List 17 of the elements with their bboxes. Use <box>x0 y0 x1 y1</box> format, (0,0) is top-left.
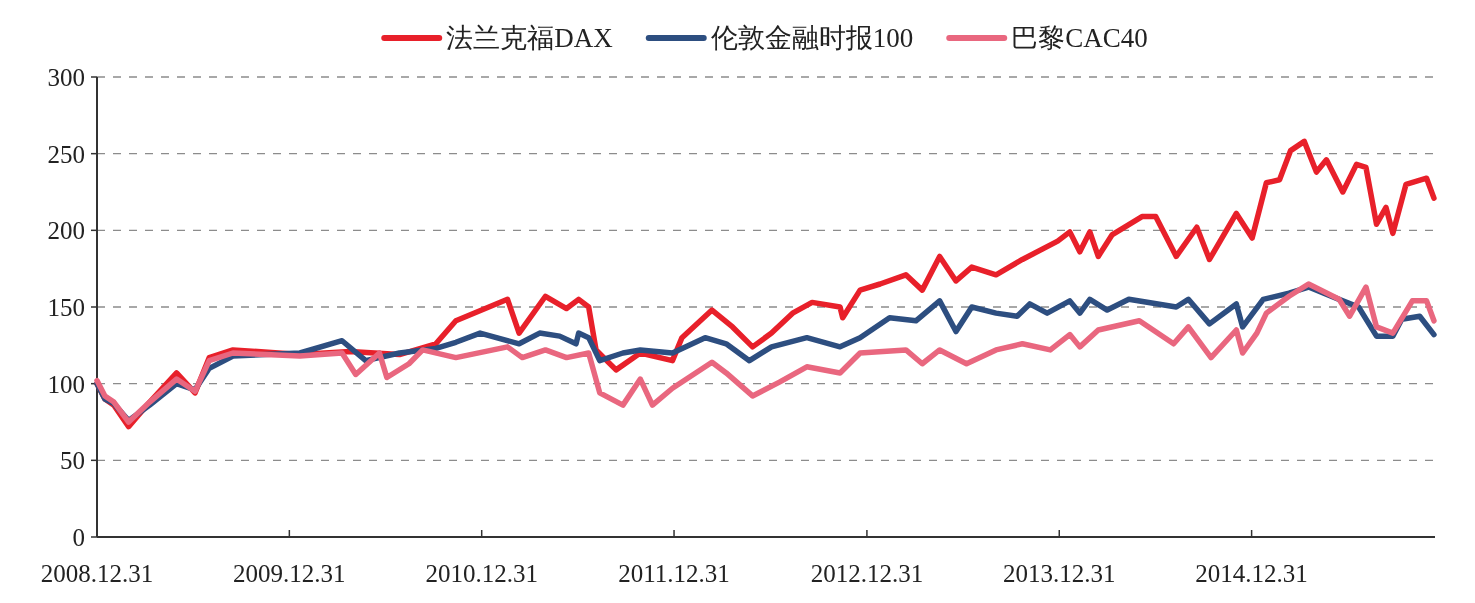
legend-label: 巴黎CAC40 <box>1011 23 1148 53</box>
y-tick-label: 100 <box>47 370 85 398</box>
x-tick-label: 2009.12.31 <box>233 560 346 587</box>
x-tick-label: 2008.12.31 <box>40 560 154 587</box>
legend-label: 法兰克福DAX <box>446 23 614 53</box>
x-tick-label: 2010.12.31 <box>425 560 538 587</box>
y-tick-label: 150 <box>47 294 85 321</box>
y-tick-label: 250 <box>47 140 85 168</box>
y-tick-label: 50 <box>60 447 85 475</box>
x-tick-label: 2014.12.31 <box>1195 560 1308 587</box>
x-tick-label: 2013.12.31 <box>1003 560 1116 587</box>
y-tick-label: 200 <box>47 217 85 245</box>
x-tick-label: 2012.12.31 <box>810 560 924 587</box>
x-tick-label: 2011.12.31 <box>618 560 730 587</box>
y-tick-label: 300 <box>47 64 85 91</box>
y-tick-label: 0 <box>72 524 85 551</box>
legend-label: 伦敦金融时报100 <box>710 23 914 53</box>
